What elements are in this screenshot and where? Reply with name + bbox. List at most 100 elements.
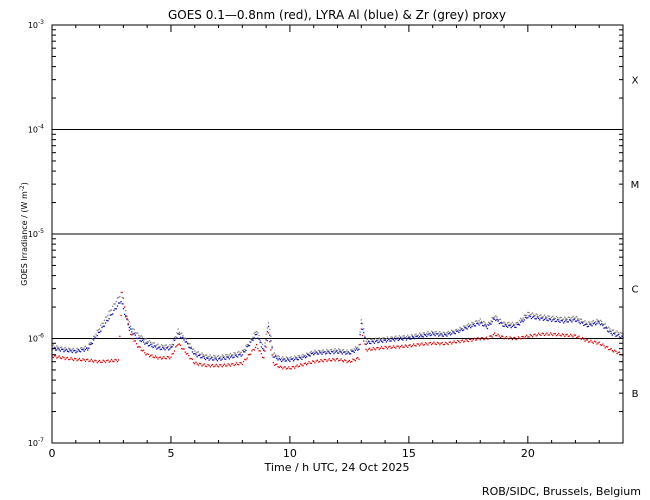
data-point bbox=[185, 353, 188, 355]
data-point bbox=[590, 324, 592, 326]
data-point bbox=[398, 347, 401, 349]
data-point bbox=[394, 336, 396, 338]
data-point bbox=[583, 324, 585, 327]
data-point bbox=[182, 336, 184, 339]
data-point bbox=[173, 336, 176, 339]
data-point bbox=[479, 339, 481, 341]
data-point bbox=[66, 350, 69, 353]
data-point bbox=[355, 357, 358, 360]
data-point bbox=[408, 336, 410, 339]
data-point bbox=[211, 359, 214, 361]
data-point bbox=[394, 340, 396, 342]
data-point bbox=[259, 339, 261, 342]
data-point bbox=[301, 358, 303, 361]
data-point bbox=[347, 351, 349, 353]
data-point bbox=[410, 346, 412, 348]
data-point bbox=[163, 355, 165, 358]
data-point bbox=[178, 343, 180, 345]
class-label-B: B bbox=[632, 389, 639, 400]
data-point bbox=[101, 326, 103, 329]
data-point bbox=[373, 338, 376, 341]
data-point bbox=[261, 356, 264, 358]
data-point bbox=[559, 334, 561, 336]
data-point bbox=[354, 346, 357, 348]
data-point bbox=[534, 315, 536, 317]
data-point bbox=[392, 339, 395, 341]
data-point bbox=[472, 322, 474, 324]
data-point bbox=[542, 316, 544, 318]
data-point bbox=[333, 349, 335, 352]
data-point bbox=[89, 342, 91, 344]
data-point bbox=[514, 326, 516, 328]
data-point bbox=[385, 338, 387, 340]
data-point bbox=[329, 359, 332, 362]
data-point bbox=[79, 347, 82, 349]
data-point bbox=[137, 337, 139, 340]
data-point bbox=[315, 351, 317, 353]
data-point bbox=[123, 313, 126, 316]
data-point bbox=[311, 352, 314, 354]
series-2 bbox=[51, 291, 624, 370]
data-point bbox=[78, 357, 81, 360]
data-point bbox=[602, 324, 604, 327]
data-point bbox=[251, 339, 253, 341]
data-point bbox=[94, 335, 96, 338]
data-point bbox=[317, 353, 320, 355]
data-point bbox=[589, 341, 591, 343]
data-point bbox=[58, 349, 60, 351]
data-point bbox=[158, 345, 160, 348]
data-point bbox=[62, 356, 64, 358]
data-point bbox=[340, 350, 342, 353]
y-tick-label: 10-5 bbox=[28, 228, 44, 239]
data-point bbox=[476, 320, 478, 322]
data-point bbox=[297, 366, 299, 368]
data-point bbox=[307, 352, 309, 355]
data-point bbox=[568, 319, 571, 321]
data-point bbox=[134, 340, 136, 342]
data-point bbox=[241, 349, 244, 352]
data-point bbox=[122, 308, 125, 310]
data-point bbox=[474, 320, 477, 322]
data-point bbox=[377, 339, 379, 341]
data-point bbox=[369, 342, 371, 345]
data-point bbox=[263, 349, 265, 352]
data-point bbox=[97, 331, 100, 334]
data-point bbox=[101, 361, 103, 363]
data-point bbox=[151, 345, 153, 348]
data-point bbox=[286, 367, 289, 369]
data-point bbox=[477, 323, 479, 325]
data-point bbox=[502, 325, 504, 327]
data-point bbox=[228, 354, 230, 356]
data-point bbox=[390, 336, 392, 338]
data-point bbox=[443, 343, 446, 346]
data-point bbox=[244, 358, 246, 360]
data-point bbox=[534, 333, 536, 335]
data-point bbox=[223, 358, 226, 360]
data-point bbox=[290, 356, 292, 358]
data-point bbox=[109, 309, 111, 312]
data-point bbox=[417, 334, 420, 336]
data-point bbox=[160, 358, 163, 360]
data-point bbox=[54, 355, 57, 357]
data-point bbox=[171, 346, 173, 348]
data-point bbox=[454, 332, 456, 335]
data-point bbox=[514, 336, 516, 339]
data-point bbox=[482, 321, 484, 324]
data-point bbox=[480, 337, 483, 339]
data-point bbox=[388, 338, 390, 340]
data-point bbox=[384, 339, 386, 341]
data-point bbox=[202, 354, 204, 356]
data-point bbox=[546, 332, 548, 334]
data-point bbox=[183, 337, 185, 340]
data-point bbox=[483, 325, 485, 327]
data-point bbox=[203, 357, 205, 359]
data-point bbox=[245, 359, 247, 361]
data-point bbox=[453, 340, 455, 342]
data-point bbox=[207, 363, 209, 366]
data-point bbox=[100, 324, 102, 326]
data-point bbox=[360, 319, 362, 321]
data-point bbox=[597, 342, 599, 344]
data-point bbox=[118, 296, 120, 299]
data-point bbox=[260, 353, 263, 355]
data-point bbox=[420, 334, 422, 336]
